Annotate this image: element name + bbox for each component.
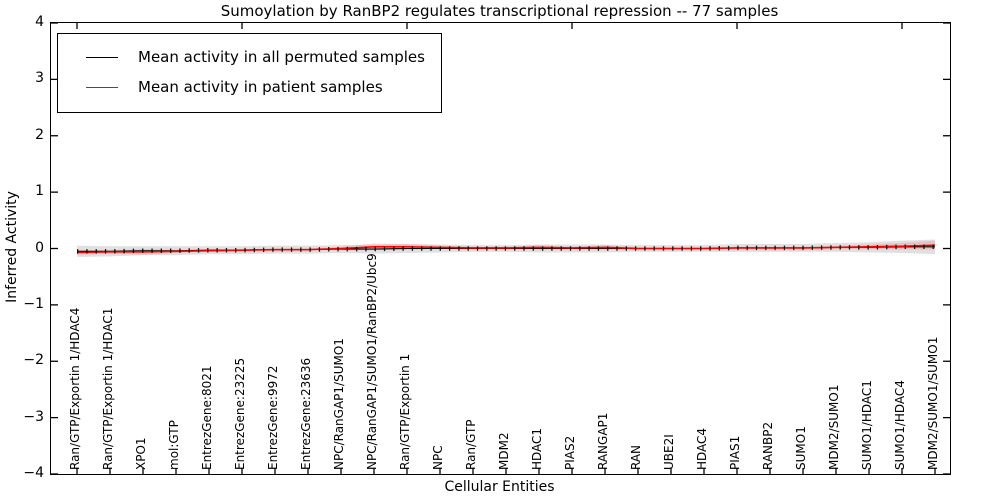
plot-area: Mean activity in all permuted samples Me…: [50, 22, 951, 475]
legend-label-patient: Mean activity in patient samples: [138, 78, 383, 96]
x-tick-label: SUMO1/HDAC1: [860, 380, 874, 470]
x-tick-label: EntrezGene:9972: [266, 365, 280, 471]
permuted-line-markers: [77, 244, 935, 254]
x-tick-label: MDM2/SUMO1/SUMO1: [926, 336, 940, 470]
x-tick-label: Ran/GTP: [464, 419, 478, 470]
y-tick-label: 0: [35, 239, 44, 256]
y-tick-label: 1: [35, 183, 44, 200]
legend-line-permuted: [86, 56, 118, 58]
x-tick-label: HDAC4: [695, 427, 709, 470]
y-tick-label: 3: [35, 70, 44, 87]
legend-item: Mean activity in all permuted samples: [72, 42, 425, 72]
x-tick-label: MDM2/SUMO1: [827, 384, 841, 470]
x-tick-label: EntrezGene:23636: [299, 357, 313, 470]
y-tick-label: −3: [23, 408, 44, 425]
x-tick-label: UBE2I: [662, 434, 676, 470]
legend-label-permuted: Mean activity in all permuted samples: [138, 48, 425, 66]
x-tick-label: EntrezGene:23225: [233, 357, 247, 470]
y-tick-label: −1: [23, 295, 44, 312]
x-tick-label: RANBP2: [761, 421, 775, 470]
x-tick-label: SUMO1/HDAC4: [893, 380, 907, 470]
y-tick-label: −4: [23, 465, 44, 481]
x-tick-label: NPC: [431, 445, 445, 470]
legend-line-patient: [86, 86, 118, 88]
legend: Mean activity in all permuted samples Me…: [57, 33, 442, 113]
chart-title: Sumoylation by RanBP2 regulates transcri…: [220, 2, 779, 20]
x-tick-label: PIAS1: [728, 435, 742, 470]
y-tick-label: 4: [35, 14, 44, 30]
legend-item: Mean activity in patient samples: [72, 72, 425, 102]
x-tick-label: RANGAP1: [596, 412, 610, 470]
x-tick-label: HDAC1: [530, 427, 544, 470]
x-tick-label: PIAS2: [563, 435, 577, 470]
x-tick-label: MDM2: [497, 432, 511, 470]
x-tick-label: NPC/RanGAP1/SUMO1: [332, 338, 346, 470]
x-tick-label: NPC/RanGAP1/SUMO1/RanBP2/Ubc9: [365, 253, 379, 470]
x-tick-label: Ran/GTP/Exportin 1/HDAC4: [68, 307, 82, 470]
x-tick-label: Ran/GTP/Exportin 1/HDAC1: [101, 307, 115, 470]
x-tick-label: SUMO1: [794, 426, 808, 470]
x-tick-label: Ran/GTP/Exportin 1: [398, 353, 412, 470]
chart-canvas: [51, 23, 950, 474]
x-tick-label: XPO1: [134, 437, 148, 470]
x-tick-label: mol:GTP: [167, 420, 181, 470]
y-tick-label: 2: [35, 126, 44, 143]
x-tick-label: RAN: [629, 444, 643, 470]
y-tick-label: −2: [23, 352, 44, 369]
x-axis-label: Cellular Entities: [444, 479, 555, 495]
x-tick-label: EntrezGene:8021: [200, 365, 214, 471]
